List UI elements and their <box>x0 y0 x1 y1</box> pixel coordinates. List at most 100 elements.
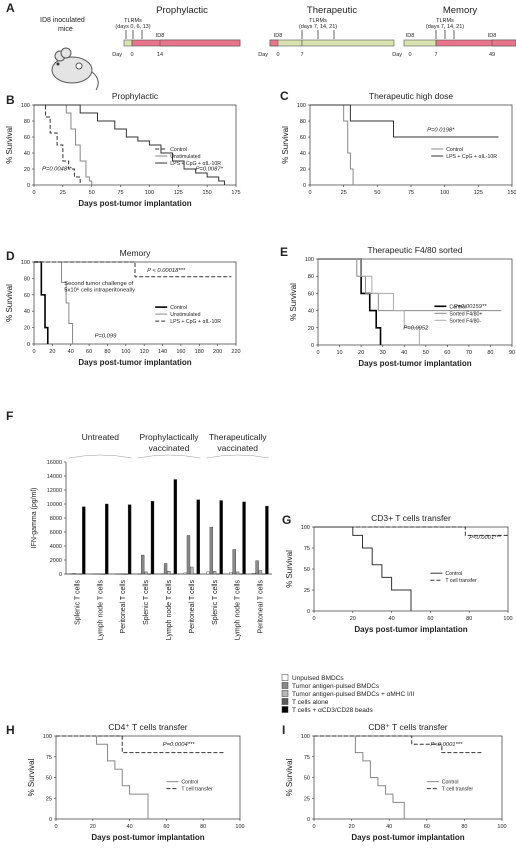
bar <box>212 571 217 575</box>
bar <box>170 573 174 575</box>
y-tick-label: 100 <box>297 103 306 109</box>
x-tick-label: 80 <box>104 349 110 355</box>
legend-label: Control <box>170 147 187 153</box>
annotation: P=0.0952 <box>403 326 429 332</box>
bar <box>137 573 142 575</box>
panel-letter: C <box>280 89 289 103</box>
x-tick-label: 25 <box>60 190 66 196</box>
y-tick-label: 20 <box>24 167 30 173</box>
x-tick-label: 160 <box>176 349 185 355</box>
bar <box>193 573 197 575</box>
annotation: P=0.099 <box>95 333 118 339</box>
series-line-control <box>314 526 412 611</box>
y-tick-label: 20 <box>24 326 30 332</box>
bar <box>190 566 194 575</box>
mice-label: ID8 inoculated <box>40 17 85 24</box>
timeline-green-bar <box>123 39 133 47</box>
bar <box>95 573 99 575</box>
group-title: vaccinated <box>149 443 190 453</box>
bar <box>124 573 128 575</box>
annotation: Second tumor challenge of <box>64 281 133 287</box>
legend-label: Sorted F4/80+ <box>449 311 482 317</box>
legend-label: LPS + CpG + αIL-10R <box>446 154 497 160</box>
y-tick-label: 80 <box>300 119 306 125</box>
mouse-icon <box>51 47 99 91</box>
x-tick-label: 30 <box>380 350 386 356</box>
y-tick-label: 80 <box>24 119 30 125</box>
timeline-pink-bar <box>159 39 241 47</box>
x-tick-label: 40 <box>401 350 407 356</box>
y-tick-label: 100 <box>305 257 314 263</box>
y-axis-label: % Survival <box>281 126 290 164</box>
panel-letter: F <box>6 409 13 423</box>
x-tick-label: 125 <box>174 190 183 196</box>
y-tick-label: 0 <box>303 183 306 189</box>
x-tick-label: 50 <box>423 350 429 356</box>
x-tick-label: 90 <box>509 350 515 356</box>
group-title: Prophylactically <box>139 432 199 442</box>
x-tick-label: 60 <box>427 616 433 622</box>
y-tick-label: 25 <box>304 796 310 802</box>
x-tick-label: 40 <box>68 349 74 355</box>
bar <box>91 573 96 575</box>
legend-swatch <box>281 690 289 697</box>
legend-swatch <box>281 682 289 689</box>
timeline-day-label: 0 <box>130 52 133 58</box>
y-axis-label: % Survival <box>5 284 14 322</box>
x-tick-label: 10 <box>336 350 342 356</box>
bar <box>186 535 191 575</box>
y-tick-label: 4000 <box>50 544 62 550</box>
bar <box>216 573 220 575</box>
y-tick-label: 50 <box>304 567 310 573</box>
annotation: P < 0.00018*** <box>147 268 186 274</box>
bar <box>144 571 148 575</box>
annotation: P<0.0001*** <box>469 535 501 541</box>
category-label: Splenic T cells <box>74 580 81 625</box>
panel-letter: I <box>282 723 285 737</box>
y-tick-label: 60 <box>24 135 30 141</box>
x-tick-label: 80 <box>466 616 472 622</box>
timeline-day-label: 49 <box>489 52 495 58</box>
timeline-id8: ID8 <box>406 33 415 39</box>
bar <box>114 573 119 575</box>
chart-panel-f: F0200040006000800010000120001400016000IF… <box>6 409 414 714</box>
bar <box>252 573 256 575</box>
y-tick-label: 0 <box>307 817 310 823</box>
series-line-control <box>318 258 382 345</box>
category-label: Peritoneal T cells <box>189 580 196 634</box>
series-line-control <box>34 104 81 185</box>
y-tick-label: 0 <box>27 342 30 348</box>
bar <box>98 573 102 575</box>
y-tick-label: 0 <box>49 817 52 823</box>
series-line-sorted-f4-80- <box>318 258 502 312</box>
y-tick-label: 0 <box>307 609 310 615</box>
x-tick-label: 60 <box>163 824 169 830</box>
bar <box>150 501 155 575</box>
chart-panel-g: G CD3+ T cells transfer 0 20 40 60 80 100 0 25 50 7… <box>282 513 513 634</box>
mouse-mark <box>75 62 83 70</box>
y-tick-label: 2000 <box>50 558 62 564</box>
plot-frame <box>317 258 513 346</box>
timeline-day-word: Day <box>392 52 402 58</box>
x-tick-label: 175 <box>231 190 240 196</box>
legend-label: Control <box>445 571 462 577</box>
x-tick-label: 0 <box>32 190 35 196</box>
y-tick-label: 100 <box>301 734 310 740</box>
y-tick-label: 40 <box>24 309 30 315</box>
timeline-tlrm: TLRMs <box>436 18 454 24</box>
annotation: 5x10⁶ cells intraperitoneally <box>64 287 135 294</box>
x-tick-label: 20 <box>358 350 364 356</box>
bar <box>235 571 240 575</box>
legend-label: T cells + αCD3/CD28 beads <box>292 707 374 714</box>
timeline-bar <box>301 39 395 47</box>
chart-title: CD3+ T cells transfer <box>371 513 451 523</box>
x-tick-label: 40 <box>386 824 392 830</box>
x-tick-label: 100 <box>235 824 244 830</box>
legend-label: LPS + CpG + αIL-10R <box>170 161 221 167</box>
bar <box>261 573 266 575</box>
x-tick-label: 140 <box>158 349 167 355</box>
x-tick-label: 100 <box>503 616 512 622</box>
chart-panel-i: I CD8⁺ T cells transfer 0 20 40 60 80 100 0 25 50 7… <box>282 722 507 842</box>
bar <box>72 573 76 575</box>
